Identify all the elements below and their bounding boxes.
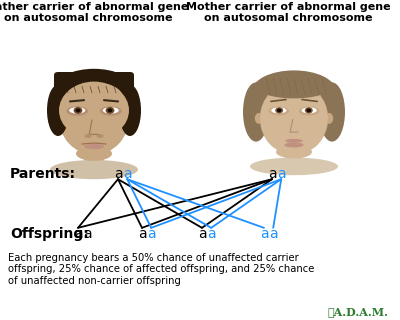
Ellipse shape xyxy=(319,82,345,141)
Ellipse shape xyxy=(66,106,88,116)
Circle shape xyxy=(277,108,282,112)
Ellipse shape xyxy=(103,107,119,114)
Text: a: a xyxy=(83,227,92,241)
Ellipse shape xyxy=(59,82,129,139)
FancyBboxPatch shape xyxy=(54,72,134,101)
Ellipse shape xyxy=(50,160,138,179)
FancyBboxPatch shape xyxy=(286,146,302,164)
Text: ❖A.D.A.M.: ❖A.D.A.M. xyxy=(327,306,388,317)
Text: Mother carrier of abnormal gene
on autosomal chromosome: Mother carrier of abnormal gene on autos… xyxy=(186,2,390,23)
Text: a: a xyxy=(114,167,122,181)
Circle shape xyxy=(74,107,82,114)
Ellipse shape xyxy=(256,74,332,99)
Ellipse shape xyxy=(84,134,92,138)
Text: a: a xyxy=(207,227,216,241)
Ellipse shape xyxy=(252,70,336,112)
Text: a: a xyxy=(123,167,132,181)
Ellipse shape xyxy=(74,83,122,109)
Text: Each pregnancy bears a 50% chance of unaffected carrier
offspring, 25% chance of: Each pregnancy bears a 50% chance of una… xyxy=(8,253,314,286)
Ellipse shape xyxy=(255,113,263,124)
Ellipse shape xyxy=(268,107,289,116)
Ellipse shape xyxy=(126,114,135,126)
Ellipse shape xyxy=(119,85,141,136)
Circle shape xyxy=(275,107,283,114)
Text: a: a xyxy=(268,167,276,181)
Ellipse shape xyxy=(59,79,129,155)
Ellipse shape xyxy=(76,147,112,161)
Ellipse shape xyxy=(243,82,269,141)
Text: Father carrier of abnormal gene
on autosomal chromosome: Father carrier of abnormal gene on autos… xyxy=(0,2,188,23)
Ellipse shape xyxy=(96,134,104,138)
Ellipse shape xyxy=(250,157,338,175)
Text: a: a xyxy=(269,227,278,241)
Ellipse shape xyxy=(276,146,312,158)
Ellipse shape xyxy=(47,85,69,136)
Ellipse shape xyxy=(55,69,133,107)
Ellipse shape xyxy=(302,107,317,113)
Circle shape xyxy=(305,107,313,114)
Circle shape xyxy=(108,108,112,112)
Text: a: a xyxy=(138,227,146,241)
Ellipse shape xyxy=(285,139,303,143)
Ellipse shape xyxy=(69,107,85,114)
FancyBboxPatch shape xyxy=(84,146,104,167)
Text: Offspring:: Offspring: xyxy=(10,227,89,241)
Ellipse shape xyxy=(53,114,62,126)
Ellipse shape xyxy=(271,107,286,113)
Circle shape xyxy=(306,108,311,112)
Ellipse shape xyxy=(299,107,320,116)
Text: a: a xyxy=(260,227,268,241)
Ellipse shape xyxy=(284,142,304,148)
Text: Parents:: Parents: xyxy=(10,167,76,181)
Text: a: a xyxy=(147,227,156,241)
Ellipse shape xyxy=(84,144,104,149)
Ellipse shape xyxy=(260,82,328,155)
Text: a: a xyxy=(277,167,286,181)
Text: a: a xyxy=(198,227,206,241)
Ellipse shape xyxy=(325,113,333,124)
Ellipse shape xyxy=(100,106,122,116)
Circle shape xyxy=(106,107,114,114)
Text: a: a xyxy=(74,227,82,241)
Circle shape xyxy=(76,108,80,112)
